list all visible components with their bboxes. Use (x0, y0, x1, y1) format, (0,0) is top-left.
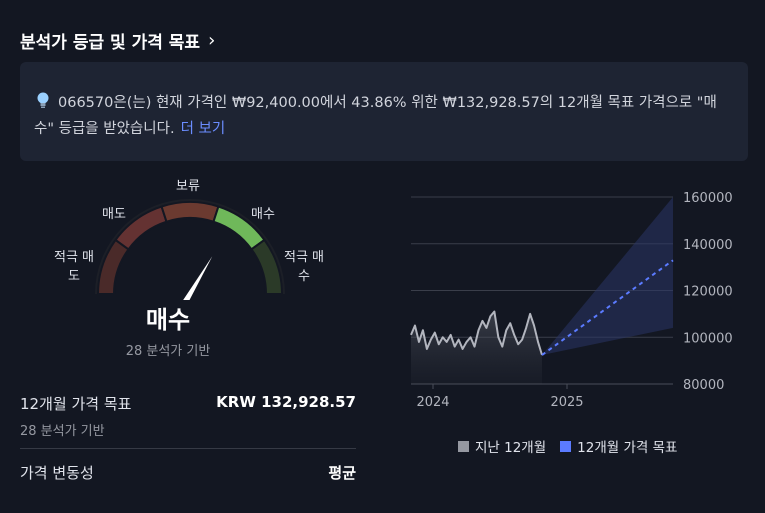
gauge-label-strong-sell: 적극 매 도 (46, 248, 102, 286)
gauge-label-sell: 매도 (102, 207, 126, 222)
y-tick-label-3: 100000 (683, 331, 733, 346)
gauge-needle (183, 256, 213, 300)
chevron-right-icon[interactable]: › (208, 30, 216, 51)
gauge-label-strong-sell-line1: 적극 매 (53, 250, 94, 265)
price-target-value: KRW 132,928.57 (216, 393, 356, 411)
gauge-segment-4 (250, 238, 284, 295)
section-header[interactable]: 분석가 등급 및 가격 목표 › (20, 28, 215, 53)
history-area (411, 311, 542, 384)
legend-label-history: 지난 12개월 (475, 440, 547, 456)
y-tick-label-2: 120000 (683, 285, 733, 300)
gauge-label-strong-buy-line1: 적극 매 (283, 250, 324, 265)
history-line (410, 310, 543, 356)
y-tick-label-0: 160000 (683, 191, 733, 206)
x-tick-label-0: 2024 (416, 395, 449, 410)
price-target-label: 12개월 가격 목표 (20, 395, 132, 413)
x-tick-label-1: 2025 (550, 395, 583, 410)
gauge-label-strong-buy: 적극 매 수 (274, 248, 334, 286)
rating-gauge: 적극 매 도 매도 보류 매수 적극 매 수 (20, 170, 380, 370)
divider (20, 448, 356, 449)
gauge-label-strong-sell-line2: 도 (68, 269, 80, 284)
gauge-segment-0 (96, 238, 130, 295)
rating-summary-box: 066570은(는) 현재 가격인 ₩92,400.00에서 43.86% 위한… (20, 62, 748, 161)
legend-swatch-target (560, 440, 572, 452)
rating-value: 매수 (145, 306, 191, 334)
volatility-label: 가격 변동성 (20, 464, 94, 482)
target-line (541, 259, 674, 356)
chart-legend: 지난 12개월 12개월 가격 목표 (458, 436, 677, 456)
legend-item-target: 12개월 가격 목표 (560, 436, 677, 456)
legend-swatch-history (458, 440, 469, 452)
gauge-label-buy: 매수 (251, 207, 275, 222)
y-tick-label-4: 80000 (683, 378, 724, 393)
forecast-band (542, 197, 673, 356)
legend-item-history: 지난 12개월 (458, 436, 546, 456)
lightbulb-icon (37, 92, 49, 108)
gauge-segment-2 (160, 201, 220, 223)
gauge-label-hold: 보류 (176, 179, 200, 194)
y-tick-label-1: 140000 (683, 238, 733, 253)
price-forecast-chart: 160000 140000 120000 100000 80000 2024 2025 (410, 191, 733, 410)
rating-basis: 28 분석가 기반 (125, 344, 211, 359)
gauge-label-strong-buy-line2: 수 (298, 269, 310, 284)
see-more-link[interactable]: 더 보기 (180, 121, 226, 137)
gauge-outline (95, 199, 285, 295)
section-title[interactable]: 분석가 등급 및 가격 목표 (20, 33, 201, 53)
rating-summary-text: 066570은(는) 현재 가격인 ₩92,400.00에서 43.86% 위한… (34, 95, 717, 137)
volatility-value: 평균 (328, 464, 356, 482)
legend-label-target: 12개월 가격 목표 (577, 440, 678, 456)
gauge-arc (95, 199, 285, 300)
price-target-basis: 28 분석가 기반 (20, 424, 105, 439)
